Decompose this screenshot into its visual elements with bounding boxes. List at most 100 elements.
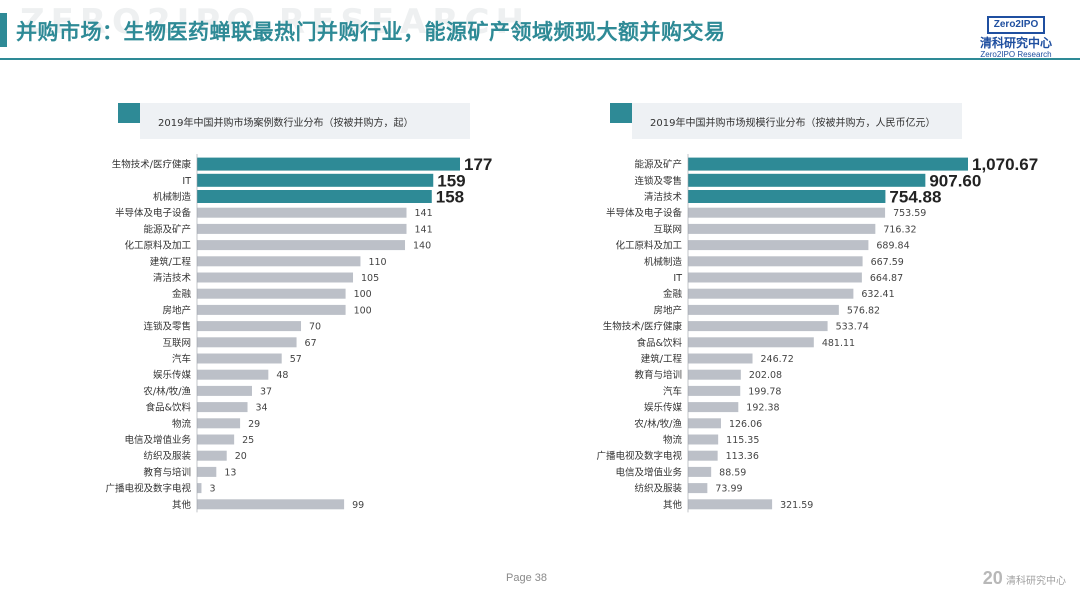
value-label: 246.72 — [761, 354, 794, 365]
bar — [197, 499, 345, 510]
value-label: 140 — [413, 241, 431, 252]
page-number: Page 38 — [506, 572, 547, 584]
footer-logo-mark: 20 — [982, 568, 1003, 588]
highlight-bar — [688, 157, 968, 171]
logo-mark: Zero2IPO — [986, 16, 1046, 34]
chart-title-panel — [140, 103, 470, 139]
category-label: 能源及矿产 — [634, 159, 682, 171]
category-label: 能源及矿产 — [143, 223, 191, 235]
value-label: 192.38 — [746, 403, 779, 414]
value-label: 48 — [276, 370, 288, 381]
bar — [688, 288, 854, 299]
value-label: 113.36 — [726, 451, 759, 462]
chart-title-panel — [632, 103, 962, 139]
footer-logo: 20 清科研究中心 — [983, 568, 1066, 589]
highlight-bar — [197, 157, 460, 171]
bar — [688, 337, 814, 348]
chart-title: 2019年中国并购市场规模行业分布（按被并购方，人民币亿元） — [650, 116, 935, 129]
value-label: 105 — [361, 273, 379, 284]
bar — [197, 466, 217, 477]
value-label: 632.41 — [861, 289, 894, 300]
category-label: 物流 — [663, 434, 683, 446]
value-label: 29 — [248, 419, 260, 430]
bar — [688, 272, 862, 283]
value-label: 202.08 — [749, 370, 782, 381]
bar — [688, 466, 712, 477]
value-label: 20 — [235, 451, 247, 462]
bar — [688, 483, 708, 494]
value-label: 1,070.67 — [972, 155, 1038, 174]
bar — [197, 256, 361, 267]
bar — [688, 385, 741, 396]
category-label: 半导体及电子设备 — [115, 207, 192, 219]
category-label: 食品&饮料 — [637, 337, 683, 349]
chart-title-marker — [118, 103, 140, 123]
category-label: 机械制造 — [644, 256, 683, 268]
bar — [688, 434, 719, 445]
value-label: 754.88 — [889, 188, 941, 207]
value-label: 37 — [260, 386, 272, 397]
category-label: 广播电视及数字电视 — [105, 483, 191, 495]
highlight-bar — [688, 190, 886, 203]
chart-title-marker — [610, 103, 632, 123]
bar — [688, 223, 876, 234]
bar — [197, 240, 406, 251]
category-label: 建筑/工程 — [641, 353, 683, 365]
value-label: 177 — [464, 155, 492, 174]
chart-deal-count: 2019年中国并购市场案例数行业分布（按被并购方，起） 生物技术/医疗健康 177 I… — [0, 98, 540, 518]
category-label: 金融 — [172, 288, 192, 300]
category-label: 电信及增值业务 — [124, 434, 191, 446]
category-label: 汽车 — [172, 353, 191, 365]
value-label: 70 — [309, 322, 321, 333]
category-label: 农/林/牧/渔 — [143, 385, 191, 397]
bar — [688, 240, 869, 251]
category-label: 娱乐传媒 — [153, 369, 192, 381]
logo-cn-text: 清科研究中心 — [979, 36, 1052, 50]
value-label: 73.99 — [715, 484, 742, 495]
category-label: 化工原料及加工 — [615, 240, 682, 252]
bar — [688, 321, 828, 332]
category-label: 互联网 — [653, 224, 682, 235]
value-label: 100 — [354, 289, 372, 300]
bar — [688, 353, 753, 364]
bar — [197, 321, 302, 332]
value-label: 199.78 — [748, 386, 781, 397]
category-label: 清洁技术 — [644, 191, 683, 203]
category-label: 清洁技术 — [153, 272, 192, 284]
footer-logo-text: 清科研究中心 — [1006, 576, 1066, 587]
value-label: 753.59 — [893, 208, 926, 219]
value-label: 110 — [368, 257, 386, 268]
value-label: 533.74 — [836, 322, 869, 333]
watermark-text: ZERO2IPO RESEARCH — [20, 2, 530, 42]
category-label: IT — [673, 273, 682, 284]
highlight-bar — [197, 173, 434, 187]
bar — [688, 418, 721, 429]
bar — [197, 434, 235, 445]
category-label: 教育与培训 — [143, 466, 191, 478]
value-label: 141 — [415, 208, 433, 219]
category-label: 房地产 — [653, 304, 682, 316]
category-label: 半导体及电子设备 — [606, 207, 683, 219]
value-label: 141 — [415, 224, 433, 235]
highlight-bar — [197, 190, 432, 203]
bar — [197, 450, 227, 461]
value-label: 907.60 — [929, 171, 981, 190]
bar — [197, 207, 407, 218]
title-accent-bar — [0, 13, 7, 47]
category-label: 连锁及零售 — [634, 175, 682, 187]
category-label: 教育与培训 — [634, 369, 682, 381]
value-label: 716.32 — [883, 224, 916, 235]
bar — [197, 272, 354, 283]
category-label: 娱乐传媒 — [644, 402, 683, 414]
bar — [688, 402, 739, 413]
zero2ipo-logo: Zero2IPO 清科研究中心 Zero2IPO Research — [970, 12, 1062, 60]
category-label: 物流 — [172, 418, 192, 430]
bar — [688, 256, 863, 267]
value-label: 13 — [224, 467, 236, 478]
value-label: 88.59 — [719, 467, 746, 478]
bar — [197, 418, 241, 429]
value-label: 159 — [437, 171, 465, 190]
category-label: 纺织及服装 — [143, 450, 191, 462]
value-label: 34 — [256, 403, 268, 414]
bar — [197, 304, 346, 315]
